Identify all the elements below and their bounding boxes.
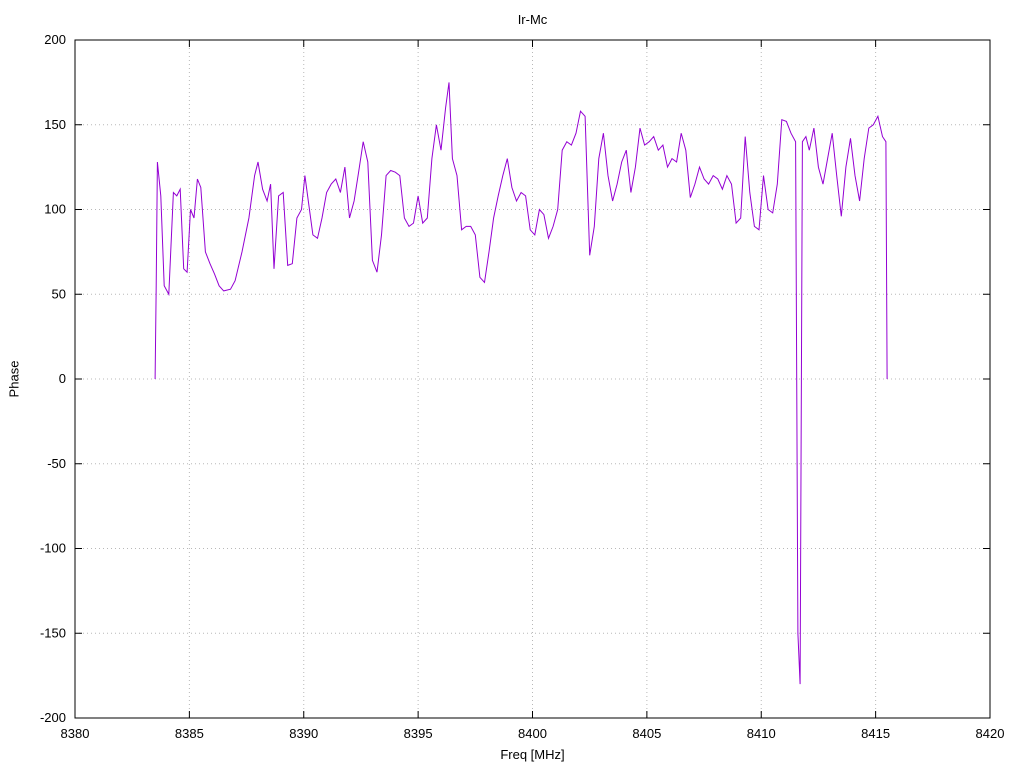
svg-text:100: 100: [44, 202, 66, 217]
chart-title: Ir-Mc: [517, 12, 548, 27]
svg-text:50: 50: [52, 286, 66, 301]
svg-text:200: 200: [44, 32, 66, 47]
svg-text:0: 0: [59, 371, 66, 386]
y-axis-label: Phase: [6, 360, 22, 398]
svg-text:8380: 8380: [61, 726, 90, 741]
svg-text:-50: -50: [47, 456, 66, 471]
y-tick-labels: -200 -150 -100 -50 0 50 100 150 200: [40, 32, 66, 725]
svg-text:8385: 8385: [175, 726, 204, 741]
x-axis-label: Freq [MHz]: [500, 747, 565, 762]
grid-lines: [74, 39, 991, 719]
svg-text:8410: 8410: [747, 726, 776, 741]
svg-text:-200: -200: [40, 710, 66, 725]
svg-text:8405: 8405: [632, 726, 661, 741]
svg-text:8420: 8420: [976, 726, 1005, 741]
x-tick-labels: 8380 8385 8390 8395 8400 8405 8410 8415 8420: [61, 726, 1005, 741]
svg-text:8400: 8400: [518, 726, 547, 741]
plot-border: [74, 39, 991, 719]
svg-text:8390: 8390: [289, 726, 318, 741]
svg-text:8395: 8395: [404, 726, 433, 741]
svg-text:8415: 8415: [861, 726, 890, 741]
svg-text:150: 150: [44, 117, 66, 132]
phase-series-line: [154, 82, 888, 685]
svg-text:-100: -100: [40, 541, 66, 556]
svg-text:-150: -150: [40, 625, 66, 640]
